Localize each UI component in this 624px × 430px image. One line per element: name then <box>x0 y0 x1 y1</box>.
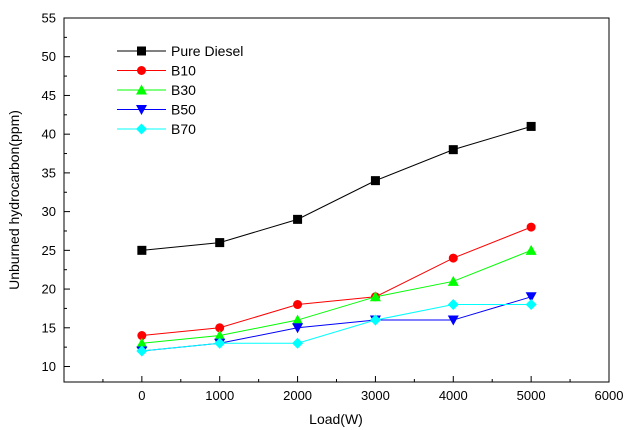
data-point-pure-diesel <box>370 176 380 186</box>
series-b30 <box>136 244 537 348</box>
legend: Pure Diesel B10 B30 B50 B70 <box>117 43 243 137</box>
x-tick-label: 6000 <box>595 388 624 403</box>
data-point-b30 <box>292 314 304 325</box>
y-tick-label: 20 <box>42 282 56 297</box>
data-point-b70 <box>214 337 226 349</box>
legend-item-b30: B30 <box>117 82 196 98</box>
y-tick-label: 40 <box>42 127 56 142</box>
x-tick-label: 3000 <box>361 388 390 403</box>
data-point-b10 <box>137 331 147 341</box>
legend-marker <box>136 84 147 95</box>
data-point-b30 <box>136 337 148 348</box>
x-tick-label: 5000 <box>517 388 546 403</box>
legend-label: B70 <box>171 121 196 137</box>
series-line-b70 <box>141 304 532 352</box>
data-point-pure-diesel <box>137 245 147 255</box>
data-point-b70 <box>136 345 148 357</box>
axis-ticks: 0 1000 2000 3000 4000 5000 6000 10 15 20 25 30 35 40 4… <box>42 11 624 404</box>
legend-item-pure-diesel: Pure Diesel <box>117 43 243 59</box>
data-point-b70 <box>369 314 381 326</box>
series-pure-diesel <box>137 121 536 255</box>
data-point-pure-diesel <box>448 145 458 155</box>
series-line-pure-diesel <box>141 125 532 251</box>
x-tick-label: 2000 <box>283 388 312 403</box>
y-tick-label: 45 <box>42 88 56 103</box>
legend-marker <box>137 66 146 75</box>
legend-label: Pure Diesel <box>171 43 243 59</box>
y-tick-label: 10 <box>42 359 56 374</box>
y-tick-label: 15 <box>42 320 56 335</box>
data-point-b10 <box>215 323 225 333</box>
legend-item-b70: B70 <box>117 121 196 137</box>
data-point-pure-diesel <box>526 121 536 131</box>
legend-label: B30 <box>171 82 196 98</box>
data-point-b50 <box>292 323 304 334</box>
y-tick-label: 25 <box>42 243 56 258</box>
data-point-pure-diesel <box>293 214 303 224</box>
y-tick-label: 35 <box>42 165 56 180</box>
data-point-b30 <box>214 330 226 341</box>
data-point-b70 <box>447 299 459 311</box>
legend-marker <box>137 46 146 56</box>
x-tick-label: 1000 <box>205 388 234 403</box>
data-point-pure-diesel <box>215 238 225 248</box>
series-layer <box>136 121 537 357</box>
y-tick-label: 30 <box>42 204 56 219</box>
x-tick-label: 4000 <box>439 388 468 403</box>
legend-marker <box>136 123 147 135</box>
legend-label: B50 <box>171 102 196 118</box>
series-line-b30 <box>141 249 532 344</box>
data-point-b30 <box>525 244 537 255</box>
series-b10 <box>137 222 536 341</box>
legend-label: B10 <box>171 63 196 79</box>
legend-marker <box>136 105 147 115</box>
x-axis-label: Load(W) <box>309 411 363 427</box>
data-point-b10 <box>293 300 303 310</box>
y-tick-label: 55 <box>42 11 56 26</box>
y-tick-label: 50 <box>42 49 56 64</box>
data-point-b30 <box>447 275 459 286</box>
y-axis-label: Unburned hydrocarbon(ppm) <box>6 110 22 290</box>
data-point-b70 <box>525 299 537 311</box>
legend-item-b50: B50 <box>117 102 196 118</box>
data-point-b10 <box>448 253 458 263</box>
series-line-b10 <box>141 226 532 337</box>
data-point-b10 <box>526 222 536 232</box>
data-point-b50 <box>447 315 459 326</box>
legend-item-b10: B10 <box>117 63 196 79</box>
data-point-b50 <box>525 292 537 303</box>
series-b70 <box>136 299 537 357</box>
data-point-b30 <box>369 291 381 302</box>
x-tick-label: 0 <box>138 388 145 403</box>
series-b50 <box>136 292 537 357</box>
data-point-b70 <box>292 337 304 349</box>
